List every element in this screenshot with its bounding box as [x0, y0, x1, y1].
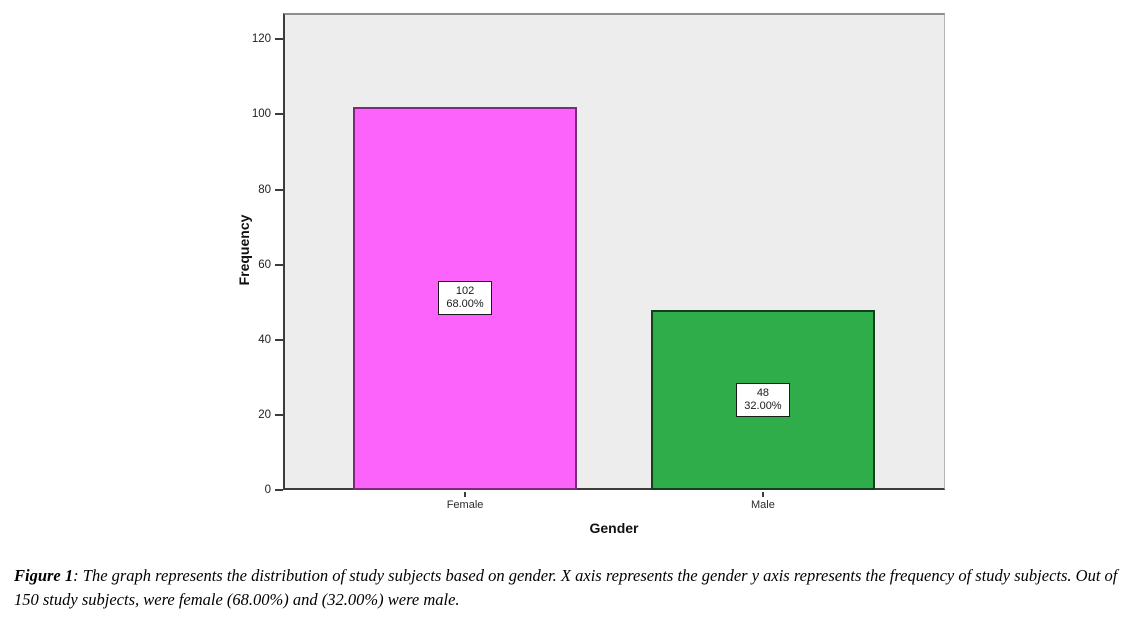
caption-separator: : [73, 566, 83, 585]
x-category-label: Female [446, 499, 484, 511]
x-axis-title: Gender [589, 520, 639, 536]
y-tick-mark [275, 263, 283, 266]
y-tick-mark [275, 489, 283, 491]
x-tick-mark [761, 492, 764, 497]
y-tick-mark [275, 188, 283, 191]
y-tick-mark [275, 413, 283, 416]
caption-figure-label: Figure 1 [14, 566, 74, 585]
x-category-label: Male [751, 499, 775, 511]
y-tick-mark [275, 113, 283, 116]
y-tick-mark [275, 338, 283, 341]
bar-count: 102 [455, 285, 475, 298]
y-tick-label: 100 [251, 108, 271, 121]
y-axis-title: Frequency [236, 214, 252, 285]
y-tick-label: 0 [264, 484, 271, 496]
y-tick-label: 120 [251, 33, 271, 46]
bar-count: 48 [756, 386, 770, 399]
y-tick-label: 40 [258, 333, 271, 346]
y-tick-label: 80 [258, 183, 271, 196]
figure-caption: Figure 1: The graph represents the distr… [14, 564, 1128, 612]
bar-percent: 68.00% [446, 298, 484, 311]
y-tick-mark [275, 38, 283, 41]
bar-percent: 32.00% [744, 399, 782, 412]
y-tick-label: 60 [258, 258, 271, 271]
bar-value-label: 48 32.00% [735, 382, 790, 417]
bar-value-label: 102 68.00% [438, 281, 493, 316]
x-tick-mark [464, 492, 467, 497]
y-tick-label: 20 [258, 408, 271, 421]
caption-text: The graph represents the distribution of… [14, 566, 1118, 609]
